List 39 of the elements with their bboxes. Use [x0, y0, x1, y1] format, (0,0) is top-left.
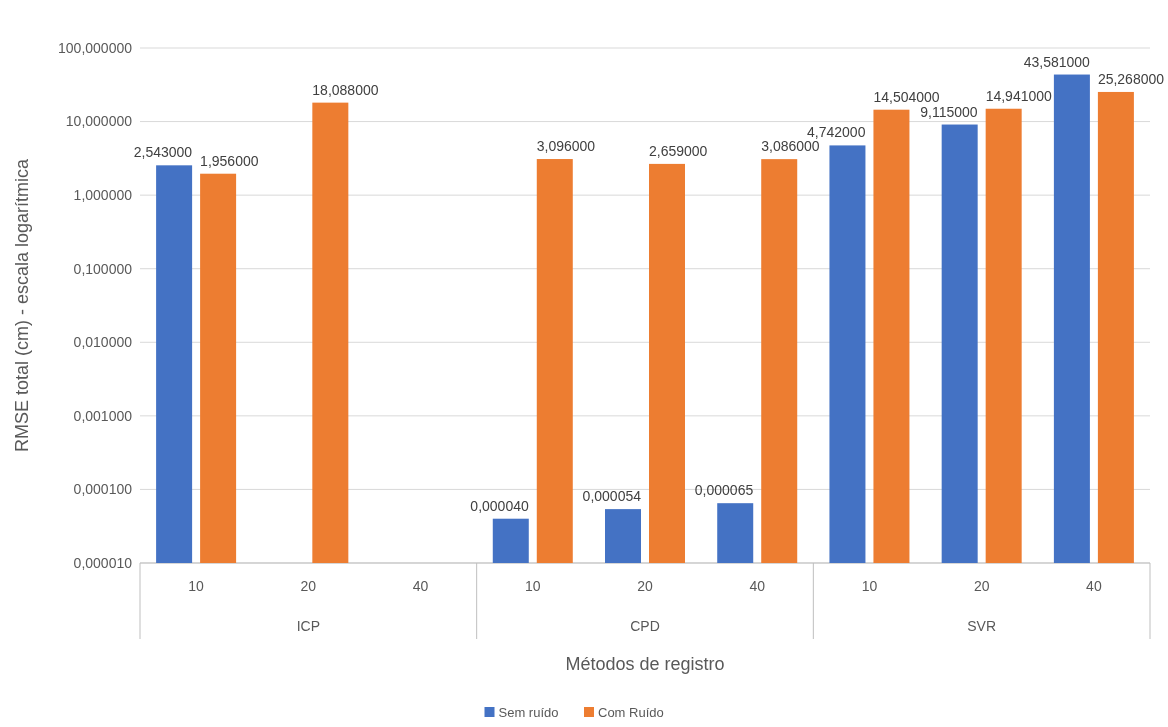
data-label: 3,086000 — [761, 138, 820, 155]
text: CPD — [630, 618, 660, 634]
y-tick-label: 1,000000 — [73, 187, 133, 204]
y-tick-label: 0,100000 — [73, 260, 133, 277]
data-label: 2,543000 — [133, 144, 193, 161]
data-label: 0,000040 — [470, 497, 529, 514]
y-tick-label: 10,000000 — [65, 113, 133, 130]
data-label: 4,742000 — [807, 124, 866, 141]
text: ICP — [296, 618, 321, 634]
data-label: 14,504000 — [873, 88, 940, 105]
data-label: 25,268000 — [1097, 70, 1165, 87]
data-label: 9,115000 — [920, 103, 978, 120]
data-label: 0,000054 — [582, 488, 642, 505]
data-label: 43,581000 — [1023, 53, 1091, 70]
y-tick-label: 0,000100 — [73, 481, 133, 498]
data-label: 14,941000 — [985, 87, 1053, 104]
data-label: 3,096000 — [536, 138, 596, 155]
x-tick-label: 40 — [749, 578, 766, 594]
legend-label: Sem ruído — [498, 705, 559, 720]
y-tick-label: 0,010000 — [73, 334, 133, 351]
x-tick-label: 40 — [412, 578, 429, 594]
x-tick-label: 20 — [973, 578, 990, 594]
y-tick-label: 0,000010 — [73, 554, 133, 571]
x-tick-label: 10 — [188, 578, 205, 594]
y-tick-label: 0,001000 — [73, 407, 133, 424]
x-tick-label: 20 — [637, 578, 653, 594]
x-tick-label: 10 — [861, 578, 878, 594]
y-tick-label: 100,000000 — [58, 39, 133, 56]
data-label: 18,088000 — [312, 81, 379, 98]
legend-label: Com Ruído — [598, 705, 664, 720]
x-axis-title: Métodos de registro — [565, 654, 725, 674]
y-axis-title: RMSE total (cm) - escala logarítmica — [12, 157, 32, 453]
text: SVR — [967, 618, 997, 634]
x-tick-label: 40 — [1086, 578, 1102, 594]
data-label: 2,659000 — [649, 142, 708, 159]
data-label: 0,000065 — [694, 482, 754, 499]
x-tick-label: 10 — [524, 578, 541, 594]
x-tick-label: 20 — [300, 578, 317, 594]
data-label: 1,956000 — [200, 152, 259, 169]
